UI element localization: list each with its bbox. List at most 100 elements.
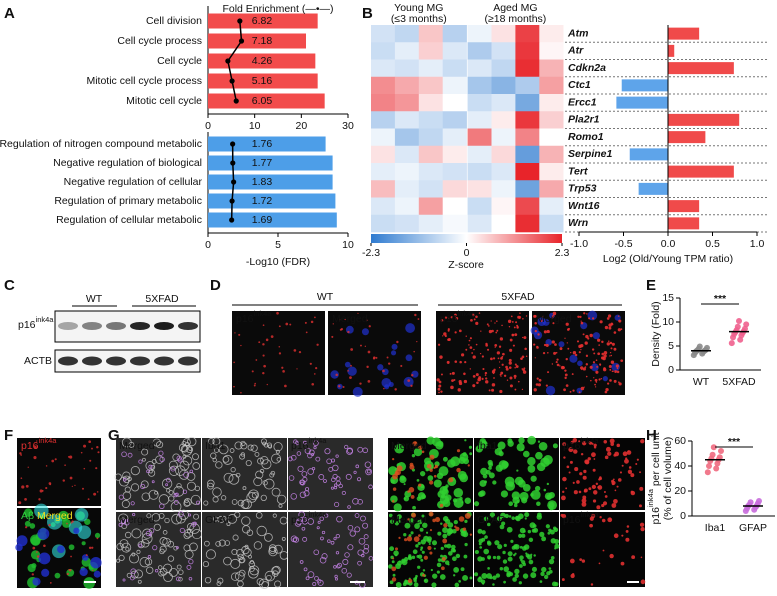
image-speckle (546, 482, 550, 486)
image-speckle (336, 515, 343, 523)
image-speckle (66, 572, 69, 576)
image-speckle (417, 519, 423, 525)
image-speckle (388, 564, 393, 569)
image-speckle (502, 550, 506, 555)
image-speckle (266, 442, 273, 448)
image-speckle (140, 538, 150, 548)
image-speckle (264, 533, 273, 542)
image-speckle (620, 328, 623, 331)
image-speckle (314, 576, 319, 581)
heat-cell (442, 59, 467, 78)
image-speckle (301, 518, 308, 525)
image-speckle (552, 322, 555, 325)
image-speckle (256, 525, 267, 537)
image-speckle (583, 488, 588, 493)
image-speckle (589, 365, 593, 369)
blot-band (106, 322, 126, 330)
image-speckle (20, 454, 22, 456)
y-tick-label: 15 (662, 292, 674, 304)
image-speckle (275, 449, 280, 454)
heat-cell (491, 111, 516, 129)
image-speckle (447, 329, 450, 332)
image-speckle (39, 489, 43, 493)
image-speckle (94, 532, 101, 539)
image-speckle (487, 557, 491, 560)
image-speckle (278, 352, 282, 355)
image-speckle (616, 367, 619, 370)
heat-cell (491, 42, 516, 60)
image-speckle (183, 500, 191, 507)
label-part: Merged (34, 510, 73, 522)
label-part: Merged (391, 440, 427, 452)
image-speckle (488, 462, 494, 467)
image-speckle (609, 341, 613, 345)
fold-dot (229, 198, 235, 204)
image-speckle (605, 446, 611, 452)
blot-band (154, 322, 174, 330)
image-speckle (619, 471, 623, 474)
image-label: GFAP (477, 514, 505, 526)
image-speckle (287, 456, 293, 462)
image-speckle (511, 333, 515, 337)
image-speckle (215, 461, 223, 469)
image-speckle (498, 366, 501, 369)
point (743, 321, 750, 328)
image-speckle (45, 465, 48, 467)
legend-title: Fold Enrichment (—•—) (222, 3, 333, 15)
image-speckle (233, 385, 235, 388)
image-speckle (205, 549, 216, 560)
image-speckle (454, 313, 457, 317)
heat-cell (539, 145, 564, 164)
image-speckle (591, 484, 597, 490)
image-speckle (589, 523, 593, 528)
image-speckle (530, 489, 541, 500)
image-speckle (604, 495, 608, 498)
image-speckle (178, 576, 183, 582)
image-speckle (511, 545, 516, 550)
image-speckle (157, 565, 163, 570)
image-speckle (613, 498, 618, 504)
image-speckle (203, 540, 210, 547)
image-speckle (455, 316, 459, 320)
image-label: p16ink4a (291, 510, 327, 525)
heat-cell (515, 42, 540, 60)
image-speckle (447, 459, 456, 468)
image-speckle (118, 494, 124, 500)
image-speckle (496, 329, 499, 332)
image-speckle (352, 386, 363, 397)
image-speckle (534, 485, 541, 492)
image-speckle (175, 465, 186, 476)
image-speckle (279, 551, 289, 560)
image-speckle (421, 550, 425, 554)
image-speckle (514, 367, 516, 369)
heat-cell (515, 128, 540, 147)
image-speckle (527, 457, 536, 466)
image-speckle (183, 472, 189, 478)
image-speckle (572, 350, 577, 355)
image-speckle (83, 577, 95, 589)
image-speckle (488, 329, 493, 334)
image-speckle (406, 536, 413, 542)
image-speckle (159, 456, 165, 463)
image-speckle (146, 513, 152, 519)
image-speckle (579, 558, 583, 562)
image-label: Iba1 (477, 440, 498, 452)
image-speckle (442, 335, 444, 337)
image-speckle (338, 385, 341, 388)
image-speckle (563, 388, 566, 392)
image-speckle (611, 342, 615, 346)
image-speckle (528, 559, 534, 565)
heat-cell (394, 76, 420, 95)
image-speckle (191, 528, 203, 540)
image-speckle (453, 520, 458, 525)
image-speckle (611, 480, 616, 485)
image-speckle (552, 311, 557, 316)
image-speckle (453, 574, 456, 577)
heat-cell (371, 42, 396, 60)
image-speckle (599, 320, 603, 324)
image-speckle (276, 494, 287, 505)
image-speckle (427, 545, 432, 551)
image-speckle (272, 565, 281, 575)
image-speckle (134, 569, 144, 579)
image-speckle (254, 382, 256, 385)
